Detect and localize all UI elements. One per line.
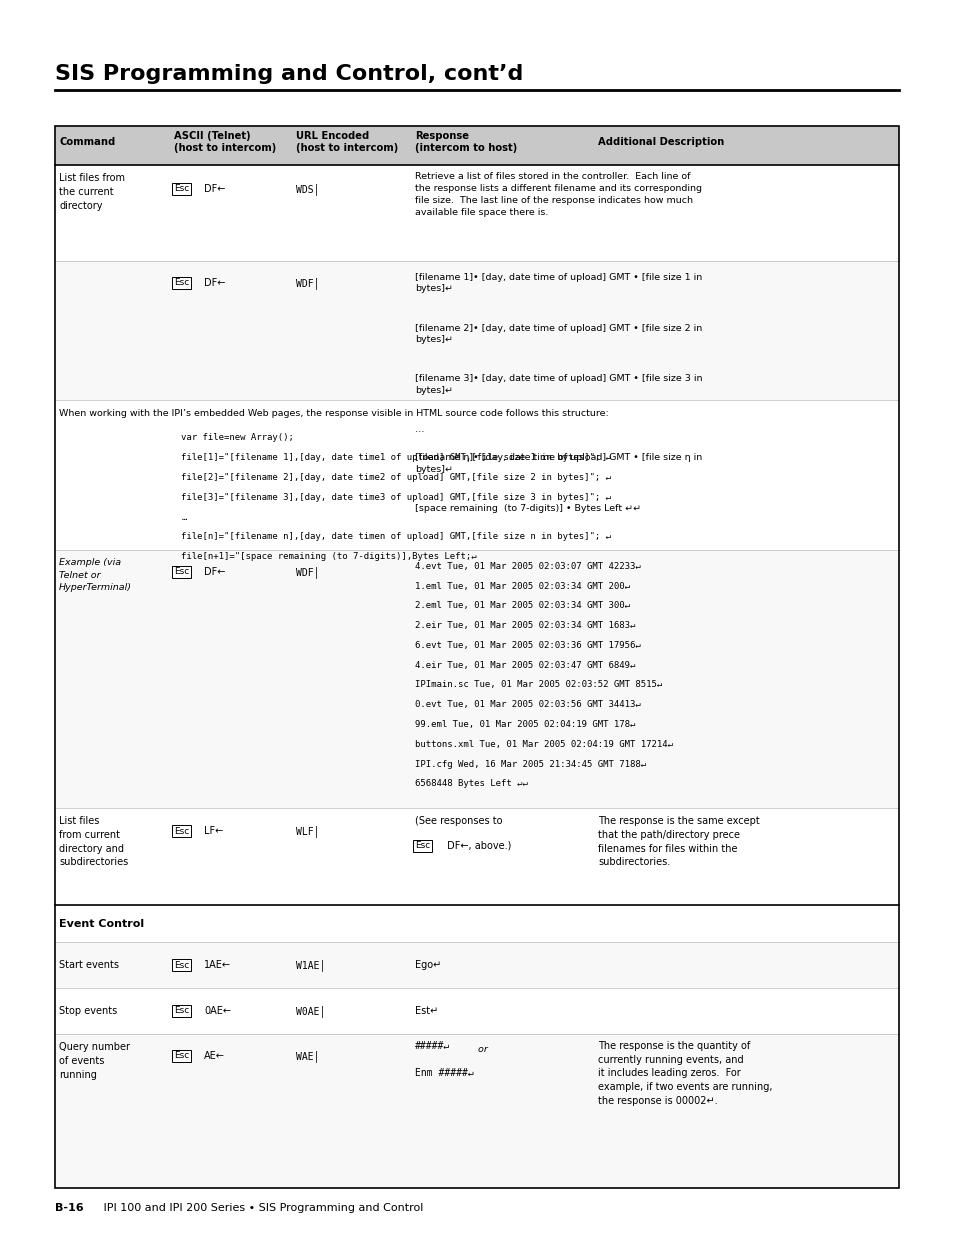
- Text: 4.eir Tue, 01 Mar 2005 02:03:47 GMT 6849↵: 4.eir Tue, 01 Mar 2005 02:03:47 GMT 6849…: [415, 661, 635, 669]
- Bar: [55, 165, 898, 261]
- Text: [space remaining  (to 7-digits)] • Bytes Left ↵↵: [space remaining (to 7-digits)] • Bytes …: [415, 504, 640, 513]
- Bar: [55, 808, 898, 905]
- Text: …: …: [181, 513, 187, 521]
- Text: Ego↵: Ego↵: [415, 960, 441, 971]
- Text: WAE│: WAE│: [295, 1050, 319, 1062]
- Text: B-16: B-16: [55, 1203, 84, 1213]
- Bar: [55, 261, 898, 400]
- Text: [filename η]• [day, date time of upload] GMT • [file size η in
bytes]↵: [filename η]• [day, date time of upload]…: [415, 453, 701, 474]
- Text: file[1]="[filename 1],[day, date time1 of upload] GMT,[file size 1 in bytes]"; ↵: file[1]="[filename 1],[day, date time1 o…: [181, 453, 611, 462]
- Text: IPI.cfg Wed, 16 Mar 2005 21:34:45 GMT 7188↵: IPI.cfg Wed, 16 Mar 2005 21:34:45 GMT 71…: [415, 760, 645, 768]
- Text: URL Encoded
(host to intercom): URL Encoded (host to intercom): [295, 131, 397, 153]
- Text: WDS│: WDS│: [295, 183, 319, 195]
- Text: file[n+1]="[space remaining (to 7-digits)],Bytes Left;↵: file[n+1]="[space remaining (to 7-digits…: [181, 552, 476, 561]
- Text: Query number
of events
running: Query number of events running: [59, 1042, 130, 1079]
- Text: 0.evt Tue, 01 Mar 2005 02:03:56 GMT 34413↵: 0.evt Tue, 01 Mar 2005 02:03:56 GMT 3441…: [415, 700, 640, 709]
- Bar: [55, 126, 898, 1188]
- Text: Esc: Esc: [173, 826, 189, 836]
- Text: Esc: Esc: [173, 567, 189, 577]
- Bar: [55, 905, 898, 942]
- Text: file[n]="[filename n],[day, date timen of upload] GMT,[file size n in bytes]"; ↵: file[n]="[filename n],[day, date timen o…: [181, 532, 611, 541]
- Text: List files
from current
directory and
subdirectories: List files from current directory and su…: [59, 816, 129, 867]
- Bar: [55, 550, 898, 808]
- Text: WDF│: WDF│: [295, 277, 319, 289]
- Text: 6568448 Bytes Left ↵↵: 6568448 Bytes Left ↵↵: [415, 779, 527, 788]
- Text: Stop events: Stop events: [59, 1005, 117, 1016]
- Text: DF←: DF←: [204, 278, 225, 288]
- Text: buttons.xml Tue, 01 Mar 2005 02:04:19 GMT 17214↵: buttons.xml Tue, 01 Mar 2005 02:04:19 GM…: [415, 740, 672, 748]
- Text: DF←: DF←: [204, 567, 225, 577]
- Text: ASCII (Telnet)
(host to intercom): ASCII (Telnet) (host to intercom): [173, 131, 275, 153]
- Text: AE←: AE←: [204, 1051, 225, 1061]
- Text: IPImain.sc Tue, 01 Mar 2005 02:03:52 GMT 8515↵: IPImain.sc Tue, 01 Mar 2005 02:03:52 GMT…: [415, 680, 661, 689]
- Text: 1.eml Tue, 01 Mar 2005 02:03:34 GMT 200↵: 1.eml Tue, 01 Mar 2005 02:03:34 GMT 200↵: [415, 582, 629, 590]
- Text: Retrieve a list of files stored in the controller.  Each line of
the response li: Retrieve a list of files stored in the c…: [415, 172, 701, 217]
- Text: SIS Programming and Control, cont’d: SIS Programming and Control, cont’d: [55, 64, 523, 84]
- Text: …: …: [415, 425, 424, 433]
- Text: Esc: Esc: [173, 1007, 189, 1015]
- Text: WLF│: WLF│: [295, 825, 319, 837]
- Bar: [55, 1034, 898, 1188]
- Text: Example (via
Telnet or
HyperTerminal): Example (via Telnet or HyperTerminal): [59, 558, 132, 593]
- Text: Event Control: Event Control: [59, 919, 144, 929]
- Text: Response
(intercom to host): Response (intercom to host): [415, 131, 517, 153]
- Text: 1AE←: 1AE←: [204, 960, 231, 971]
- Text: LF←: LF←: [204, 826, 223, 836]
- Text: [filename 3]• [day, date time of upload] GMT • [file size 3 in
bytes]↵: [filename 3]• [day, date time of upload]…: [415, 374, 701, 395]
- Text: When working with the IPI’s embedded Web pages, the response visible in HTML sou: When working with the IPI’s embedded Web…: [59, 409, 608, 417]
- Text: Esc: Esc: [173, 278, 189, 288]
- Text: Enm #####↵: Enm #####↵: [415, 1068, 474, 1078]
- Text: Command: Command: [59, 137, 115, 147]
- Text: #####↵: #####↵: [415, 1041, 450, 1051]
- Bar: [55, 126, 898, 165]
- Text: W1AE│: W1AE│: [295, 960, 325, 971]
- Text: Esc: Esc: [173, 184, 189, 194]
- Bar: [55, 988, 898, 1034]
- Text: IPI 100 and IPI 200 Series • SIS Programming and Control: IPI 100 and IPI 200 Series • SIS Program…: [93, 1203, 423, 1213]
- Text: [filename 2]• [day, date time of upload] GMT • [file size 2 in
bytes]↵: [filename 2]• [day, date time of upload]…: [415, 324, 701, 345]
- Text: or: or: [472, 1045, 488, 1053]
- Text: 99.eml Tue, 01 Mar 2005 02:04:19 GMT 178↵: 99.eml Tue, 01 Mar 2005 02:04:19 GMT 178…: [415, 720, 635, 729]
- Bar: [55, 942, 898, 988]
- Text: W0AE│: W0AE│: [295, 1005, 325, 1016]
- Text: The response is the quantity of
currently running events, and
it includes leadin: The response is the quantity of currentl…: [598, 1041, 772, 1105]
- Text: (See responses to: (See responses to: [415, 816, 502, 826]
- Bar: [55, 400, 898, 550]
- Text: DF←, above.): DF←, above.): [443, 841, 511, 851]
- Text: 2.eml Tue, 01 Mar 2005 02:03:34 GMT 300↵: 2.eml Tue, 01 Mar 2005 02:03:34 GMT 300↵: [415, 601, 629, 610]
- Text: Additional Description: Additional Description: [598, 137, 723, 147]
- Text: Esc: Esc: [173, 1051, 189, 1061]
- Text: var file=new Array();: var file=new Array();: [181, 433, 294, 442]
- Text: DF←: DF←: [204, 184, 225, 194]
- Text: Esc: Esc: [173, 961, 189, 969]
- Text: file[3]="[filename 3],[day, date time3 of upload] GMT,[file size 3 in bytes]"; ↵: file[3]="[filename 3],[day, date time3 o…: [181, 493, 611, 501]
- Text: [filename 1]• [day, date time of upload] GMT • [file size 1 in
bytes]↵: [filename 1]• [day, date time of upload]…: [415, 273, 701, 294]
- Text: WDF│: WDF│: [295, 566, 319, 578]
- Text: 2.eir Tue, 01 Mar 2005 02:03:34 GMT 1683↵: 2.eir Tue, 01 Mar 2005 02:03:34 GMT 1683…: [415, 621, 635, 630]
- Text: 4.evt Tue, 01 Mar 2005 02:03:07 GMT 42233↵: 4.evt Tue, 01 Mar 2005 02:03:07 GMT 4223…: [415, 562, 640, 571]
- Text: Est↵: Est↵: [415, 1005, 437, 1016]
- Text: file[2]="[filename 2],[day, date time2 of upload] GMT,[file size 2 in bytes]"; ↵: file[2]="[filename 2],[day, date time2 o…: [181, 473, 611, 482]
- Text: Esc: Esc: [415, 841, 430, 851]
- Text: 6.evt Tue, 01 Mar 2005 02:03:36 GMT 17956↵: 6.evt Tue, 01 Mar 2005 02:03:36 GMT 1795…: [415, 641, 640, 650]
- Text: The response is the same except
that the path/directory prece
filenames for file: The response is the same except that the…: [598, 816, 760, 867]
- Text: List files from
the current
directory: List files from the current directory: [59, 173, 125, 211]
- Text: 0AE←: 0AE←: [204, 1005, 231, 1016]
- Text: Start events: Start events: [59, 960, 119, 971]
